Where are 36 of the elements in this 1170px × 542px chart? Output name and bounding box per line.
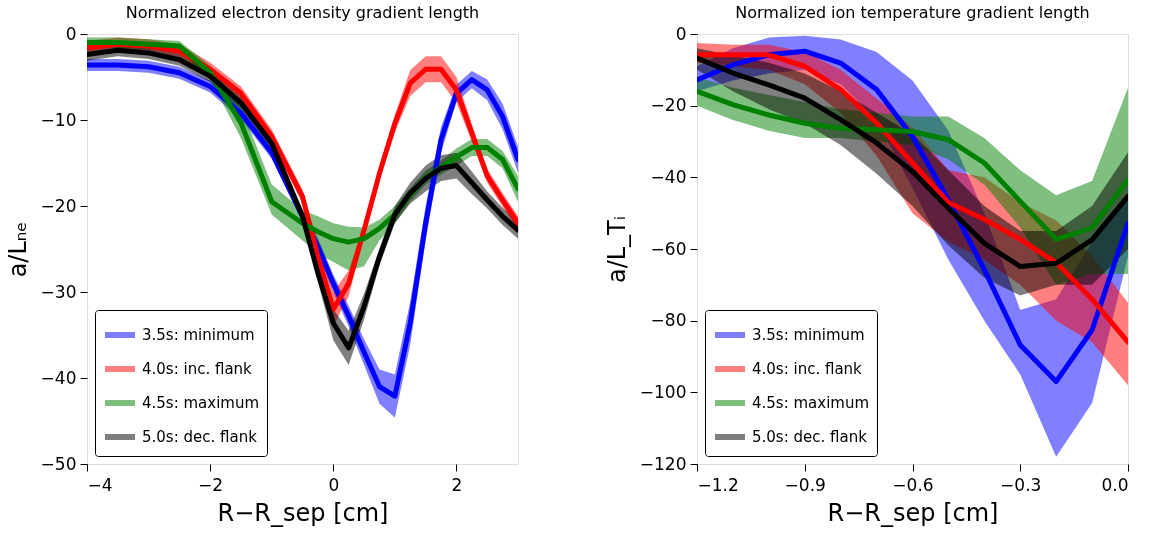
- x-tick-label: −0.6: [892, 474, 934, 495]
- x-tick-label: −2: [198, 474, 224, 495]
- y-tick-label: −20: [40, 195, 77, 216]
- legend-label: 4.0s: inc. flank: [752, 360, 863, 378]
- legend-label: 4.0s: inc. flank: [142, 360, 253, 378]
- legend-label: 4.5s: maximum: [752, 394, 870, 412]
- x-tick-label: 0.0: [1101, 474, 1129, 495]
- y-tick-label: −50: [40, 453, 77, 474]
- x-tick-label: 0: [328, 474, 340, 495]
- x-tick-label: −0.3: [1000, 474, 1042, 495]
- y-tick-label: −10: [40, 109, 77, 130]
- x-tick-label: −4: [87, 474, 113, 495]
- chart-title: Normalized ion temperature gradient length: [735, 3, 1090, 22]
- legend-label: 4.5s: maximum: [142, 394, 260, 412]
- y-tick-label: −100: [639, 381, 687, 402]
- y-tick-label: 0: [65, 23, 77, 44]
- x-tick-label: 2: [451, 474, 463, 495]
- legend-label: 5.0s: dec. flank: [752, 428, 868, 446]
- y-tick-label: −40: [40, 367, 77, 388]
- x-axis-title: R−R_sep [cm]: [217, 498, 389, 527]
- x-tick-label: −0.9: [784, 474, 826, 495]
- y-tick-label: −20: [650, 95, 687, 116]
- legend-label: 3.5s: minimum: [142, 326, 255, 344]
- x-tick-label: −1.2: [697, 474, 739, 495]
- y-tick-label: −30: [40, 281, 77, 302]
- x-axis-title: R−R_sep [cm]: [827, 498, 999, 527]
- y-axis-title: a/L_Tᵢ: [602, 215, 631, 284]
- legend-label: 3.5s: minimum: [752, 326, 865, 344]
- y-axis-title: a/Lₙₑ: [3, 221, 32, 278]
- y-tick-label: −80: [650, 310, 687, 331]
- y-tick-label: −120: [639, 453, 687, 474]
- chart-title: Normalized electron density gradient length: [125, 3, 480, 22]
- legend-label: 5.0s: dec. flank: [142, 428, 258, 446]
- y-tick-label: −40: [650, 166, 687, 187]
- y-tick-label: −60: [650, 238, 687, 259]
- y-tick-label: 0: [675, 23, 687, 44]
